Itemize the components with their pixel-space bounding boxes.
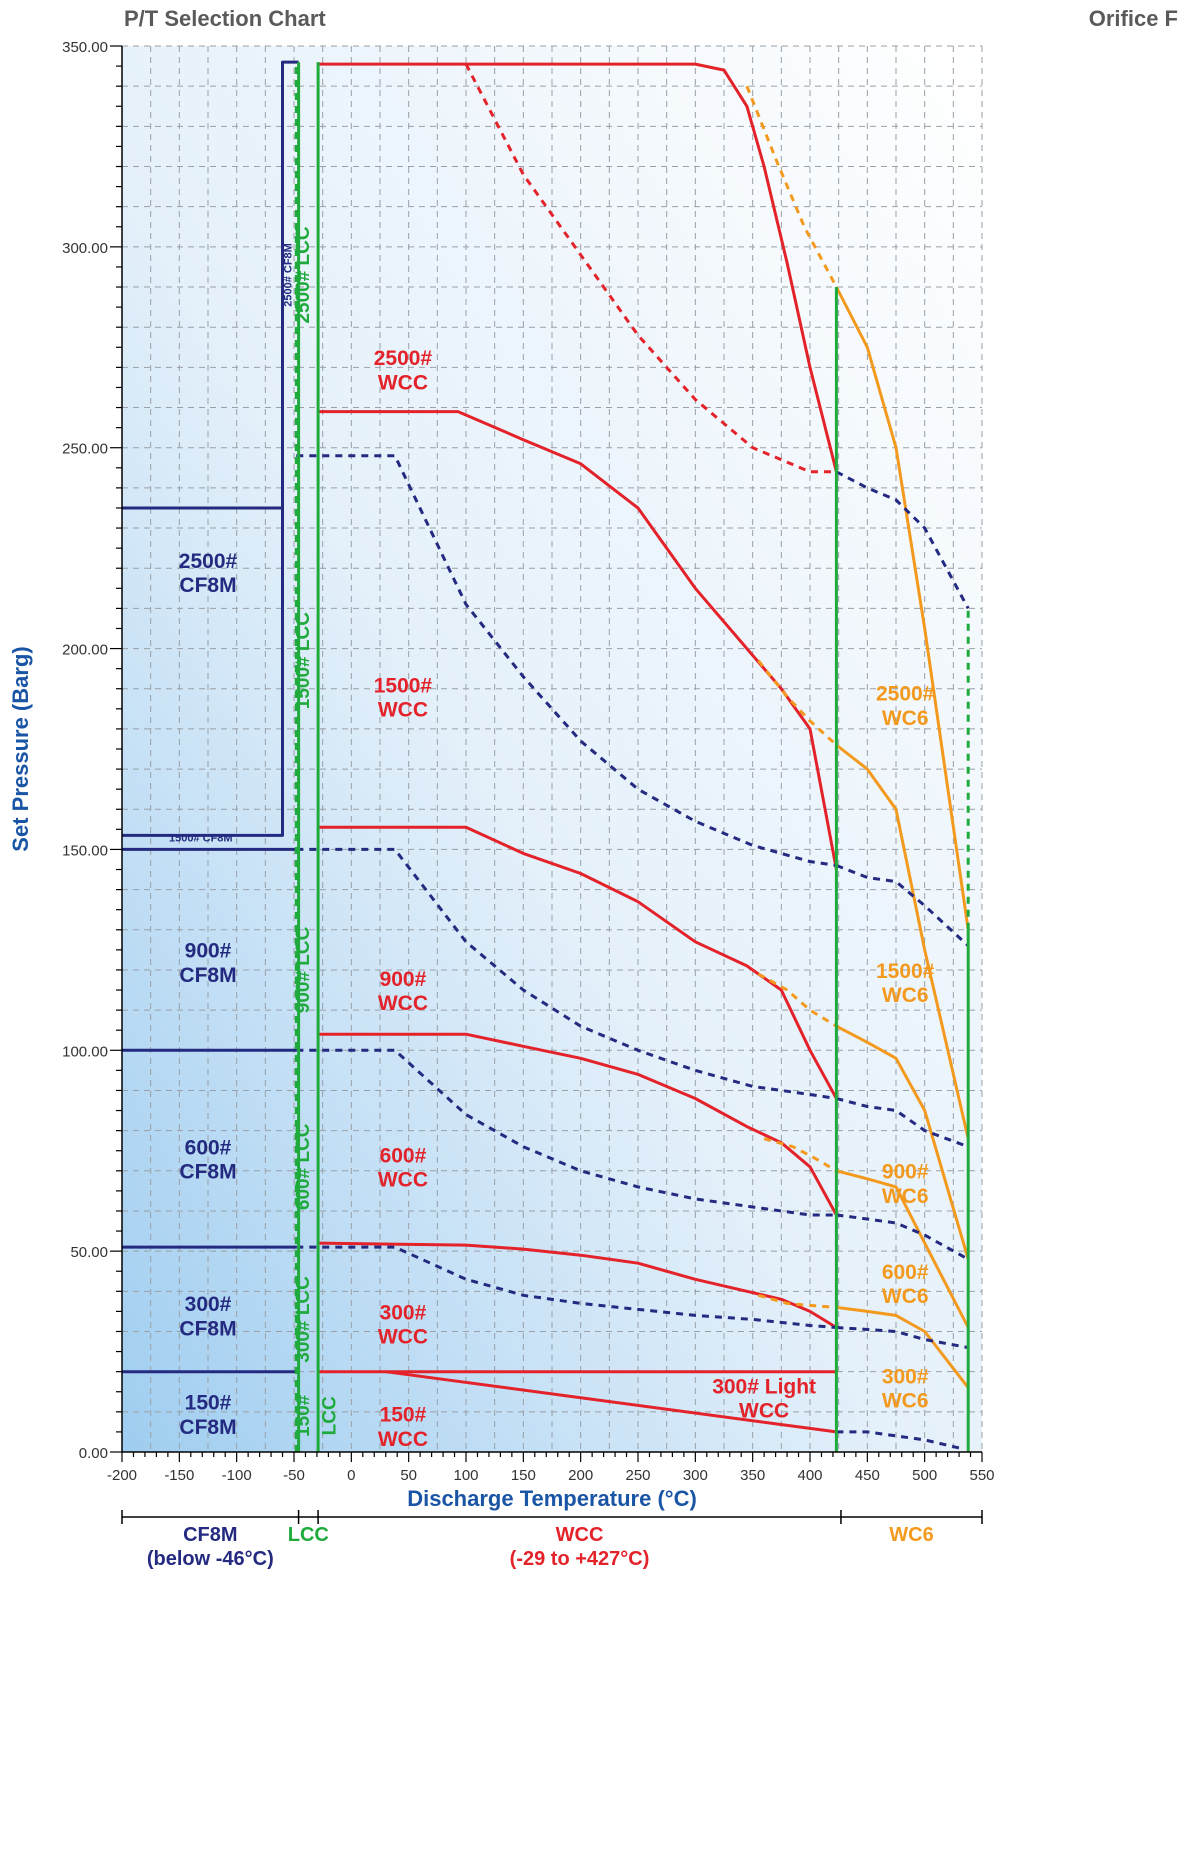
series-1500-cf8m: [122, 508, 284, 837]
vlabel-900-lcc: 900# LCC: [293, 926, 314, 1013]
y-tick-label: 50.00: [70, 1244, 108, 1261]
series-2500-wc6: [835, 286, 970, 931]
label-900-wcc: 900# WCC: [378, 968, 428, 1015]
label-600-cf8m: 600# CF8M: [179, 1137, 236, 1184]
x-tick-label: 150: [511, 1467, 536, 1484]
range-label-lcc: LCC: [288, 1524, 329, 1546]
series-150-wcc: [385, 1370, 837, 1434]
label-600-wc6: 600# WC6: [882, 1261, 929, 1308]
vlabel-lcc: LCC: [319, 1396, 340, 1435]
x-tick-label: 200: [568, 1467, 593, 1484]
labels: 2500# WCC 1500# WCC 900# WCC 600# WCC 300# WCC 150…: [169, 226, 935, 1451]
vlabel-300-lcc: 300# LCC: [293, 1276, 314, 1363]
range-label-wc6: WC6: [889, 1524, 933, 1546]
vlabel-150-: 150#: [293, 1394, 314, 1437]
range-note-wcc: (-29 to +427°C): [510, 1548, 650, 1570]
series-cf8m-dashed-24: [836, 1326, 969, 1350]
label-300-wc6: 300# WC6: [882, 1366, 929, 1413]
label-150-cf8m: 150# CF8M: [179, 1392, 236, 1439]
vlabel-1500-lcc: 1500# LCC: [293, 612, 314, 709]
chart-title: P/T Selection Chart: [124, 6, 326, 31]
series-300-wc6: [836, 1305, 970, 1389]
series-wc6-dashed-7: [757, 659, 838, 747]
range-label-cf8m: CF8M: [183, 1524, 237, 1546]
vlabel-2500-cf8m: 2500# CF8M: [283, 243, 295, 307]
x-tick-label: 400: [797, 1467, 822, 1484]
y-axis-title: Set Pressure (Barg): [8, 646, 33, 851]
y-tick-label: 350.00: [62, 39, 108, 56]
x-tick-label: 250: [625, 1467, 650, 1484]
label-150-wcc: 150# WCC: [378, 1404, 428, 1451]
label-1500-wc6: 1500# WC6: [876, 960, 935, 1007]
x-tick-label: -100: [222, 1467, 252, 1484]
series-900-wc6: [835, 1024, 970, 1260]
series-600-wcc: [318, 1032, 838, 1216]
y-tick-label: 200.00: [62, 642, 108, 659]
y-tick-label: 250.00: [62, 441, 108, 458]
x-tick-label: 300: [683, 1467, 708, 1484]
x-tick-label: 500: [912, 1467, 937, 1484]
label-2500-wcc: 2500# WCC: [374, 347, 433, 394]
label-300-cf8m: 300# CF8M: [179, 1293, 236, 1340]
label-900-wc6: 900# WC6: [882, 1161, 929, 1208]
series-group: [122, 60, 970, 1452]
series-cf8m-dashed-4: [835, 470, 970, 610]
x-tick-label: 450: [855, 1467, 880, 1484]
x-tick-label: -150: [164, 1467, 194, 1484]
series-600-wc6: [836, 1169, 970, 1329]
series-2500-cf8m: [122, 60, 299, 510]
orifice-label: Orifice F: [1088, 6, 1178, 31]
x-axis-title: Discharge Temperature (°C): [407, 1486, 697, 1511]
label-2500-wc6: 2500# WC6: [876, 683, 935, 730]
x-tick-label: 550: [969, 1467, 994, 1484]
series-1500-wcc: [318, 410, 838, 870]
x-tick-label: -200: [107, 1467, 137, 1484]
vlabel-2500-lcc: 2500# LCC: [293, 226, 314, 323]
label-300-wcc: 300# WCC: [378, 1301, 428, 1348]
y-tick-label: 100.00: [62, 1043, 108, 1060]
series-cf8m-dashed-9: [835, 864, 970, 947]
series-wc6-dashed-17: [763, 1137, 838, 1173]
label-300-light-wcc: 300# Light WCC: [712, 1376, 816, 1423]
axes: 0.00 50.00 100.00 150.00 200.00 250.00 300.00 3…: [8, 39, 995, 1511]
y-tick-label: 150.00: [62, 842, 108, 859]
y-tick-label: 0.00: [79, 1445, 108, 1462]
label-1500-cf8m: 1500# CF8M: [169, 832, 233, 844]
series-wcc-dashed-1: [464, 63, 837, 474]
series-wc6-dashed-12: [757, 972, 838, 1028]
range-label-wcc: WCC: [556, 1524, 604, 1546]
series-1500-wc6: [835, 743, 970, 1140]
x-tick-label: 0: [347, 1467, 355, 1484]
x-tick-label: 350: [740, 1467, 765, 1484]
series-cf8m-dashed-19: [836, 1213, 969, 1261]
x-tick-label: -50: [283, 1467, 305, 1484]
label-900-cf8m: 900# CF8M: [179, 940, 236, 987]
series-300-wcc: [318, 1241, 838, 1329]
series-900-wcc: [318, 825, 838, 1100]
label-2500-cf8m: 2500# CF8M: [179, 550, 238, 597]
series-cf8m-dashed-21: [296, 1245, 837, 1329]
material-ranges: CF8M(below -46°C) LCC WCC(-29 to +427°C) WC…: [121, 1510, 983, 1570]
vlabel-600-lcc: 600# LCC: [293, 1123, 314, 1210]
x-tick-label: 50: [400, 1467, 417, 1484]
x-tick-label: 100: [453, 1467, 478, 1484]
series-wc6-dashed-22: [757, 1293, 837, 1309]
series-wc6-dashed-2: [745, 85, 838, 288]
grid: [122, 45, 983, 1452]
series-cf8m-dashed-11: [296, 847, 837, 1100]
label-600-wcc: 600# WCC: [378, 1145, 428, 1192]
label-1500-wcc: 1500# WCC: [374, 675, 433, 722]
series-cf8m-dashed-16: [296, 1048, 837, 1217]
range-note-cf8m: (below -46°C): [147, 1548, 274, 1570]
y-tick-label: 300.00: [62, 240, 108, 257]
series-2500-wcc: [318, 62, 838, 473]
